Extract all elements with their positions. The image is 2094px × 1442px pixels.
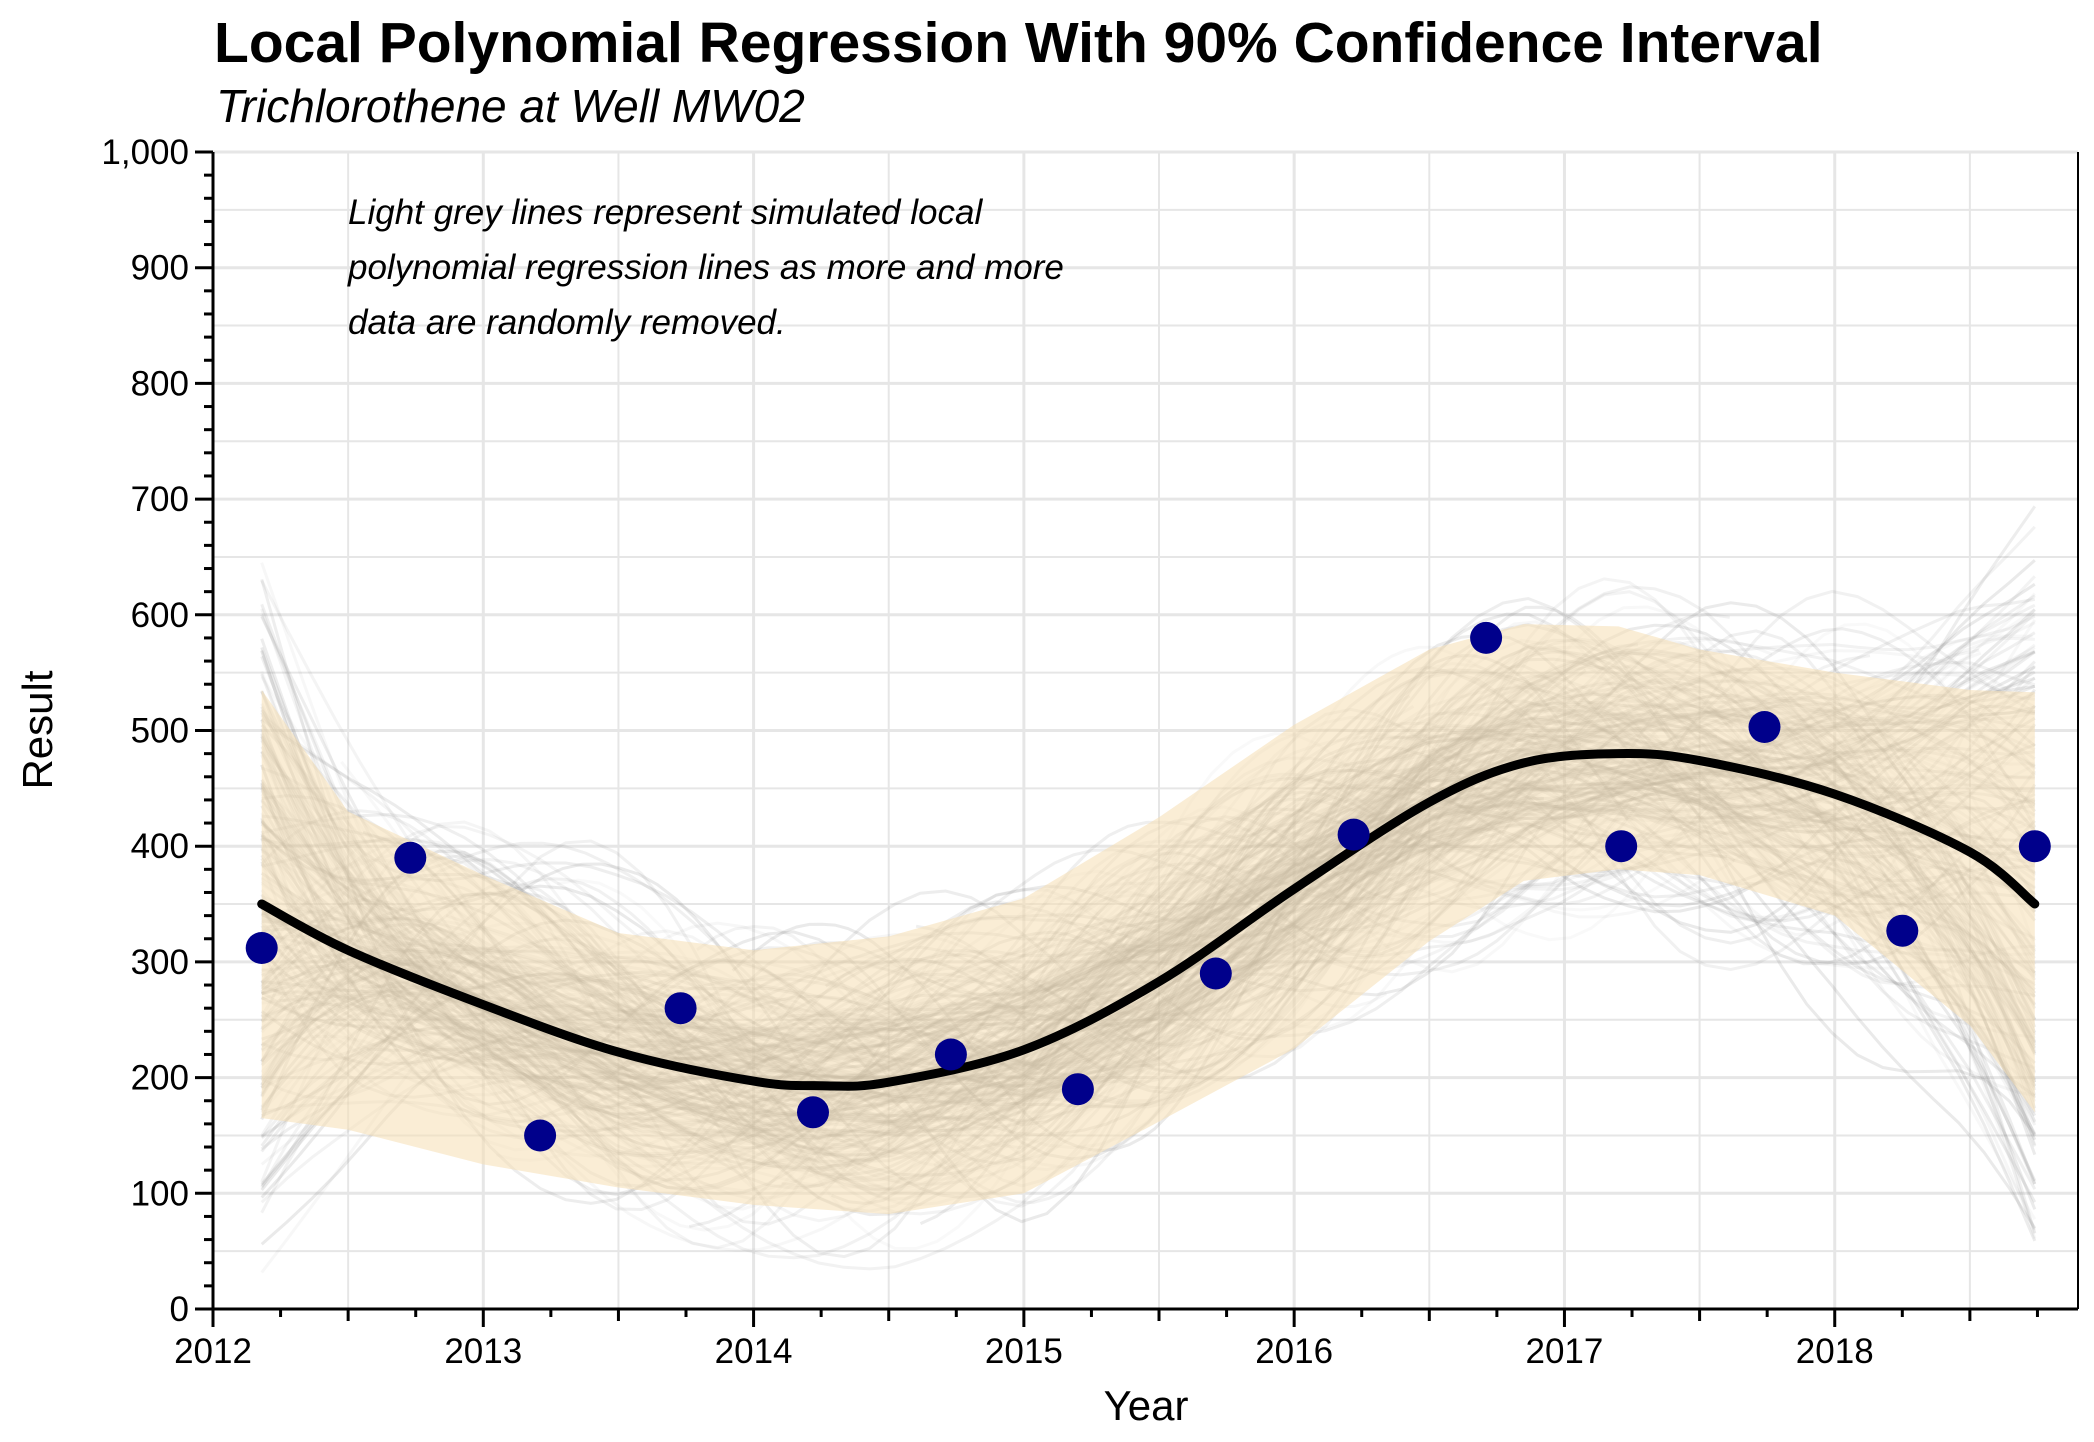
data-point: [1748, 711, 1781, 743]
y-tick-label: 300: [131, 943, 189, 982]
data-point: [524, 1119, 557, 1152]
data-point: [1337, 818, 1370, 851]
x-tick-label: 2014: [715, 1332, 793, 1371]
x-tick-label: 2017: [1526, 1332, 1604, 1371]
data-point: [664, 992, 697, 1025]
annotation-line: data are randomly removed.: [348, 303, 786, 342]
x-tick-label: 2013: [444, 1332, 522, 1371]
y-tick-label: 700: [131, 480, 189, 519]
data-point: [1470, 621, 1503, 654]
data-point: [1061, 1073, 1094, 1106]
annotation-line: polynomial regression lines as more and …: [347, 248, 1064, 287]
data-point: [394, 841, 427, 874]
data-points: [245, 621, 2051, 1152]
regression-fit-line: [257, 749, 2040, 1091]
confidence-band-layer: [261, 624, 2035, 1215]
x-axis-title: Year: [1104, 1382, 1189, 1429]
chart-title: Local Polynomial Regression With 90% Con…: [214, 11, 1823, 75]
data-point: [934, 1038, 967, 1071]
annotation-note: Light grey lines represent simulated loc…: [347, 193, 1064, 342]
data-point: [245, 932, 278, 964]
data-point: [1886, 914, 1919, 947]
x-tick-label: 2012: [174, 1332, 252, 1371]
y-tick-label: 400: [131, 827, 189, 866]
x-tick-label: 2016: [1255, 1332, 1333, 1371]
y-axis-title: Result: [14, 670, 61, 789]
data-point: [2018, 830, 2051, 863]
chart-subtitle: Trichlorothene at Well MW02: [216, 80, 805, 132]
data-point: [1199, 957, 1232, 990]
data-point: [797, 1096, 829, 1129]
y-tick-label: 200: [131, 1059, 189, 1098]
x-tick-label: 2015: [985, 1332, 1063, 1371]
confidence-band: [261, 624, 2035, 1215]
y-tick-label: 500: [131, 712, 189, 751]
y-tick-label: 600: [131, 596, 189, 635]
y-axis-ticks: 0 100 200 300 400 500 600 700 800 900 1,000: [101, 133, 213, 1329]
y-tick-label: 100: [131, 1174, 189, 1213]
y-tick-label: 800: [131, 364, 189, 403]
y-tick-label: 900: [131, 249, 189, 288]
x-tick-label: 2018: [1796, 1332, 1874, 1371]
fit-layer: [257, 749, 2040, 1091]
y-tick-label: 0: [170, 1290, 189, 1329]
y-tick-label: 1,000: [101, 133, 189, 172]
x-axis-ticks: 2012 2013 2014 2015 2016 2017 2018: [174, 1309, 2039, 1371]
data-point: [1605, 830, 1638, 863]
annotation-line: Light grey lines represent simulated loc…: [348, 193, 983, 232]
